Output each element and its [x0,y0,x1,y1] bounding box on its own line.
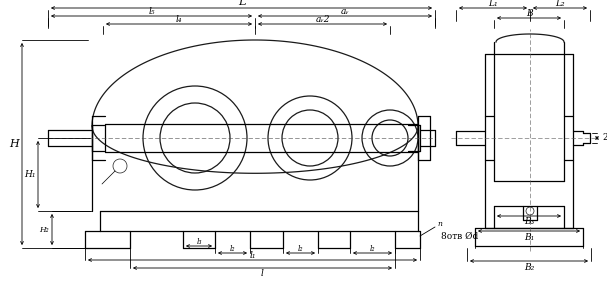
Text: 25: 25 [602,134,607,142]
Text: aᵥ: aᵥ [341,7,350,15]
Text: L₁: L₁ [488,0,498,7]
Text: l₂: l₂ [370,245,375,253]
Text: B₁: B₁ [524,233,534,241]
Text: 8отв Ød: 8отв Ød [441,231,479,241]
Text: L₂: L₂ [555,0,565,7]
Text: H: H [9,139,19,149]
Text: l₁: l₁ [249,251,256,259]
Text: B: B [526,9,532,17]
Text: l₄: l₄ [176,15,182,23]
Text: B₃: B₃ [524,217,534,227]
Text: B₂: B₂ [524,263,534,271]
Text: aᵥ2: aᵥ2 [315,15,330,23]
Text: H₁: H₁ [24,170,36,179]
Text: l₃: l₃ [196,238,202,246]
Text: L: L [238,0,245,7]
Text: l: l [261,269,264,277]
Text: l₂: l₂ [230,245,236,253]
Text: l₅: l₅ [148,7,155,15]
Text: H₂: H₂ [39,225,49,233]
Text: n: n [438,220,443,228]
Text: l₂: l₂ [298,245,304,253]
